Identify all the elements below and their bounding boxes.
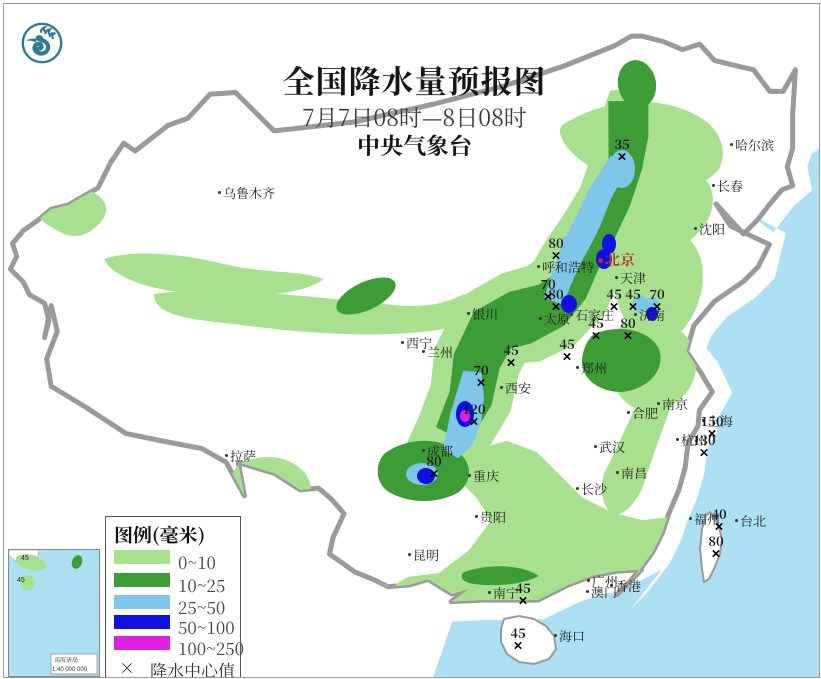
svg-text:1:40 000 000: 1:40 000 000 bbox=[52, 667, 88, 673]
svg-text:45: 45 bbox=[21, 555, 29, 562]
svg-text:45: 45 bbox=[17, 577, 25, 584]
svg-text:南海诸岛: 南海诸岛 bbox=[54, 655, 78, 664]
